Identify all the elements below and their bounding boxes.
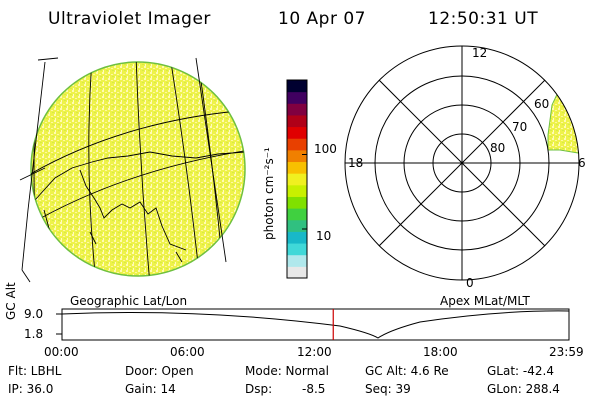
mlt-label-bottom: 0 [466, 276, 474, 290]
mlt-label-top: 12 [472, 46, 488, 60]
mlt-label-left: 18 [348, 156, 364, 170]
colorbar-segment [287, 184, 307, 197]
info-mode: Mode: Normal [245, 364, 329, 378]
lat-label-70: 70 [512, 120, 528, 134]
info-door: Door: Open [125, 364, 194, 378]
colorbar-segment [287, 149, 307, 163]
colorbar-segment [287, 161, 307, 174]
timeline-plot [56, 308, 570, 341]
lat-label-60: 60 [534, 97, 550, 111]
polar-plot [344, 45, 580, 281]
colorbar-segment [287, 173, 307, 186]
earth-disk-image [19, 57, 246, 283]
colorbar-frame [286, 79, 308, 279]
colorbar-segment [287, 266, 307, 279]
polar-panel-label: Apex MLat/MLT [440, 294, 530, 308]
colorbar-segment [287, 138, 307, 151]
observation-time: 12:50:31 UT [428, 9, 539, 29]
timeline-xtick-0: 00:00 [44, 345, 79, 359]
timeline-xtick-3: 18:00 [423, 345, 458, 359]
info-dsp: Dsp: [245, 382, 273, 396]
timeline-xtick-2: 12:00 [297, 345, 332, 359]
info-gc-alt: GC Alt: 4.6 Re [365, 364, 449, 378]
info-flt: Flt: LBHL [8, 364, 62, 378]
info-seq: Seq: 39 [365, 382, 411, 396]
colorbar-tick-10: 10 [316, 229, 332, 243]
observation-date: 10 Apr 07 [278, 9, 366, 29]
info-gain: Gain: 14 [125, 382, 176, 396]
colorbar-segment [287, 80, 307, 93]
colorbar-segment [287, 243, 307, 256]
colorbar [286, 79, 308, 279]
colorbar-unit-label: photon cm⁻²s⁻¹ [262, 147, 276, 240]
timeline-xtick-4: 23:59 [549, 345, 584, 359]
instrument-title: Ultraviolet Imager [48, 9, 211, 29]
colorbar-segment [287, 91, 307, 104]
colorbar-segment [287, 114, 307, 128]
colorbar-tick-100: 100 [314, 142, 337, 156]
info-glat: GLat: -42.4 [487, 364, 554, 378]
geo-panel-label: Geographic Lat/Lon [70, 294, 188, 308]
info-glon: GLon: 288.4 [487, 382, 560, 396]
mlt-label-right: 6 [578, 156, 586, 170]
info-ip: IP: 36.0 [8, 382, 54, 396]
colorbar-segment [287, 219, 307, 232]
timeline-y-label: GC Alt [4, 282, 18, 320]
lat-label-80: 80 [490, 141, 506, 155]
info-dsp-value: -8.5 [302, 382, 326, 396]
polar-auroral-oval [547, 87, 579, 154]
timeline-xtick-1: 06:00 [170, 345, 205, 359]
colorbar-segment [287, 231, 307, 244]
colorbar-segment [287, 103, 307, 116]
timeline-ytick-high: 9.0 [24, 307, 44, 321]
colorbar-segment [287, 254, 307, 267]
timeline-ytick-low: 1.8 [24, 327, 44, 341]
colorbar-segment [287, 196, 307, 209]
colorbar-segment [287, 126, 307, 139]
colorbar-segment [287, 208, 307, 221]
